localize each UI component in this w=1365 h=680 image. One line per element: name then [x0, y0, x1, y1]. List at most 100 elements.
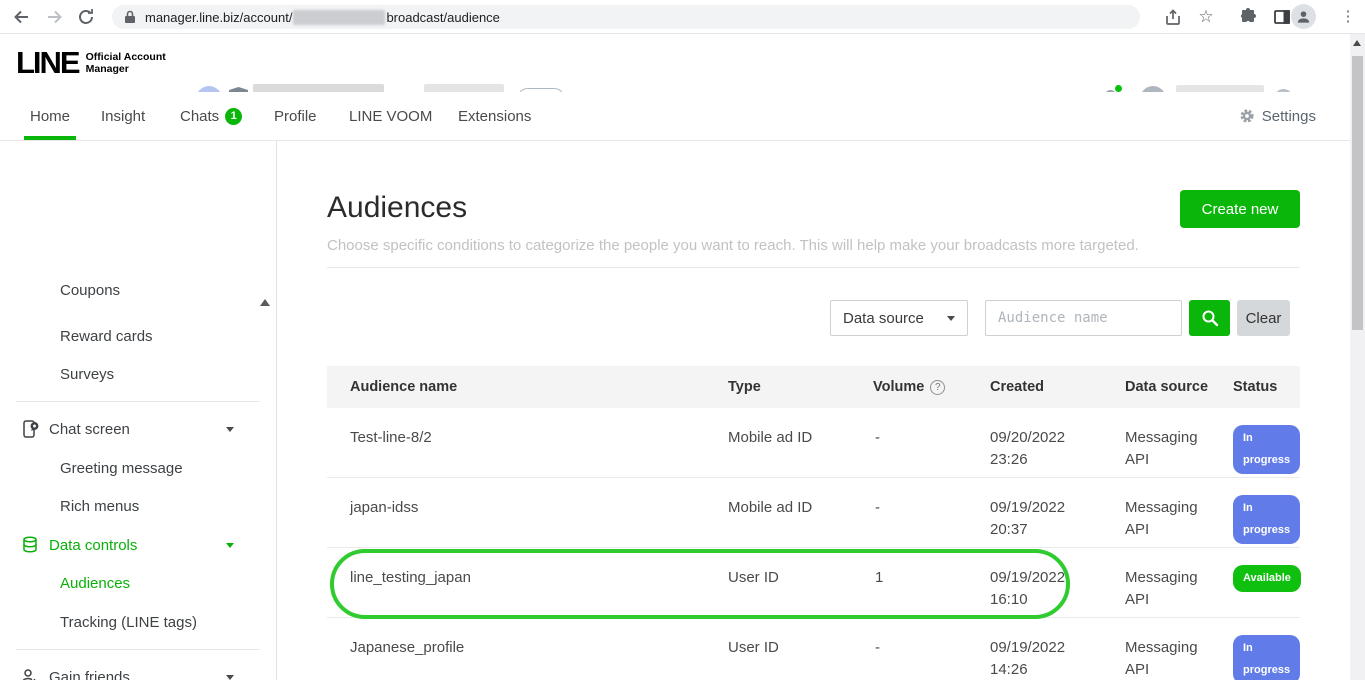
- clear-button[interactable]: Clear: [1237, 300, 1290, 336]
- data-source-select-value: Data source: [843, 309, 924, 327]
- cell-data-source: Messaging API: [1125, 499, 1198, 538]
- sidebar-section-data-controls[interactable]: Data controls: [0, 533, 250, 557]
- line-oa-manager-logo[interactable]: LINE Official Account Manager: [16, 45, 166, 81]
- page-scrollbar-thumb[interactable]: [1352, 56, 1363, 330]
- gear-icon: [1240, 109, 1254, 123]
- col-data-source: Data source: [1125, 379, 1209, 395]
- sidebar-section-chat-screen[interactable]: Chat screen: [0, 417, 250, 441]
- status-badge: In progress: [1233, 425, 1301, 474]
- tab-home[interactable]: Home: [24, 92, 77, 140]
- browser-menu-kebab-icon[interactable]: ⋮: [1340, 8, 1356, 25]
- main-nav: Home Insight Chats 1 Profile LINE VOOM E…: [0, 92, 1365, 141]
- sidebar-item-reward-cards[interactable]: Reward cards: [60, 327, 153, 345]
- table-row-highlighted[interactable]: line_testing_japan User ID 1 09/19/2022 1…: [327, 548, 1301, 618]
- sidebar-item-audiences[interactable]: Audiences: [60, 574, 131, 592]
- side-panel-icon[interactable]: [1272, 7, 1292, 27]
- tab-line-voom[interactable]: LINE VOOM: [349, 107, 433, 125]
- sidebar-item-rich-menus[interactable]: Rich menus: [60, 497, 140, 515]
- col-type: Type: [728, 379, 761, 395]
- sidebar-item-tracking-line-tags[interactable]: Tracking (LINE tags): [60, 613, 197, 631]
- cell-status: In progress: [1233, 635, 1301, 680]
- sidebar-divider: [16, 649, 260, 650]
- sidebar-scroll-up-arrow[interactable]: [260, 299, 270, 306]
- sidebar-item-coupons[interactable]: Coupons: [60, 281, 121, 299]
- sidebar: Coupons Reward cards Surveys Chat screen…: [0, 141, 277, 680]
- logo-wordmark: LINE: [16, 45, 81, 80]
- col-volume: Volume ?: [873, 366, 946, 408]
- table-row[interactable]: Japanese_profile User ID - 09/19/2022 14:…: [327, 618, 1301, 680]
- col-status: Status: [1233, 379, 1278, 395]
- chevron-down-icon: [947, 315, 955, 321]
- share-icon[interactable]: [1163, 7, 1183, 27]
- chats-unread-badge: 1: [225, 107, 243, 125]
- cell-type: Mobile ad ID: [728, 429, 813, 446]
- tab-insight[interactable]: Insight: [101, 107, 146, 125]
- cell-data-source: Messaging API: [1125, 569, 1198, 608]
- cell-volume: 1: [875, 569, 884, 586]
- cell-status: Available: [1233, 565, 1301, 592]
- tab-profile[interactable]: Profile: [274, 107, 317, 125]
- col-audience-name: Audience name: [350, 379, 458, 395]
- cell-audience-name: Japanese_profile: [350, 639, 465, 656]
- chevron-down-icon: [226, 426, 234, 432]
- sidebar-item-surveys[interactable]: Surveys: [60, 365, 115, 383]
- cell-created: 09/20/2022 23:26: [990, 429, 1066, 468]
- search-icon: [1202, 310, 1218, 327]
- lock-icon[interactable]: [124, 10, 136, 24]
- cell-type: User ID: [728, 569, 779, 586]
- tab-chats[interactable]: Chats 1: [180, 92, 243, 140]
- create-new-button[interactable]: Create new: [1180, 190, 1300, 228]
- tab-extensions[interactable]: Extensions: [458, 107, 532, 125]
- cell-data-source: Messaging API: [1125, 429, 1198, 468]
- browser-profile-avatar[interactable]: [1291, 4, 1316, 29]
- settings-label: Settings: [1261, 107, 1316, 125]
- url-bar[interactable]: manager.line.biz/account/broadcast/audie…: [112, 5, 1140, 29]
- app-header: LINE Official Account Manager ★ フリー 5 Re…: [0, 34, 1365, 114]
- cell-audience-name: line_testing_japan: [350, 569, 471, 586]
- refresh-icon[interactable]: [76, 7, 96, 27]
- chat-screen-icon: [20, 419, 40, 439]
- cell-created: 09/19/2022 16:10: [990, 569, 1066, 608]
- chevron-down-icon: [226, 542, 234, 548]
- status-badge: In progress: [1233, 635, 1301, 680]
- chevron-down-icon: [226, 674, 234, 680]
- cell-volume: -: [875, 499, 880, 516]
- sidebar-section-gain-friends[interactable]: Gain friends: [0, 665, 250, 680]
- cell-volume: -: [875, 639, 880, 656]
- cell-audience-name: Test-line-8/2: [350, 429, 432, 446]
- cell-type: User ID: [728, 639, 779, 656]
- database-icon: [20, 535, 40, 555]
- cell-data-source: Messaging API: [1125, 639, 1198, 678]
- cell-created: 09/19/2022 20:37: [990, 499, 1066, 538]
- logo-subtitle: Official Account Manager: [85, 51, 166, 75]
- cell-status: In progress: [1233, 495, 1301, 544]
- back-icon[interactable]: [12, 7, 32, 27]
- cell-audience-name: japan-idss: [350, 499, 419, 516]
- table-row[interactable]: Test-line-8/2 Mobile ad ID - 09/20/2022 2…: [327, 408, 1301, 478]
- filter-bar: Data source Clear: [278, 300, 1350, 336]
- bookmark-star-icon[interactable]: ☆: [1198, 7, 1214, 26]
- cell-status: In progress: [1233, 425, 1301, 474]
- cell-type: Mobile ad ID: [728, 499, 813, 516]
- page-scrollbar[interactable]: [1350, 34, 1365, 680]
- active-tab-underline: [24, 136, 77, 140]
- browser-toolbar: manager.line.biz/account/broadcast/audie…: [0, 0, 1365, 34]
- col-created: Created: [990, 379, 1044, 395]
- extensions-puzzle-icon[interactable]: [1238, 7, 1258, 27]
- settings-button[interactable]: Settings: [1239, 92, 1316, 140]
- cell-created: 09/19/2022 14:26: [990, 639, 1066, 678]
- page-subtitle: Choose specific conditions to categorize…: [327, 237, 1139, 254]
- forward-icon[interactable]: [44, 7, 64, 27]
- sidebar-item-greeting-message[interactable]: Greeting message: [60, 459, 183, 477]
- table-row[interactable]: japan-idss Mobile ad ID - 09/19/2022 20:3…: [327, 478, 1301, 548]
- audience-name-input[interactable]: [985, 300, 1182, 336]
- table-header: Audience name Type Volume ? Created Data…: [327, 366, 1300, 408]
- volume-help-icon[interactable]: ?: [930, 379, 946, 395]
- search-button[interactable]: [1189, 300, 1230, 336]
- audiences-table: Audience name Type Volume ? Created Data…: [327, 366, 1301, 680]
- scroll-up-arrow[interactable]: [1353, 40, 1361, 46]
- person-plus-icon: [20, 667, 40, 680]
- divider: [327, 267, 1300, 268]
- data-source-select[interactable]: Data source: [830, 300, 968, 336]
